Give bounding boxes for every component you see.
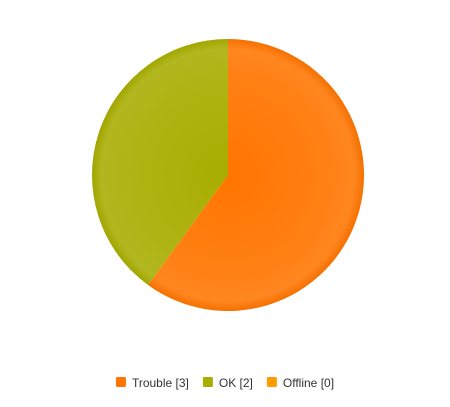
legend-swatch-offline: [266, 377, 277, 387]
legend-swatch-ok: [202, 377, 213, 387]
legend-label-offline: Offline [0]: [283, 376, 334, 390]
legend-item-ok[interactable]: OK [2]: [202, 376, 253, 390]
legend-item-trouble[interactable]: Trouble [3]: [115, 376, 189, 390]
legend-label-ok: OK [2]: [219, 376, 253, 390]
legend: Trouble [3] OK [2] Offline [0]: [115, 376, 334, 390]
pie-slices: [92, 38, 364, 311]
legend-label-trouble: Trouble [3]: [132, 376, 189, 390]
legend-swatch-trouble: [115, 377, 126, 387]
legend-item-offline[interactable]: Offline [0]: [266, 376, 334, 390]
pie-slice-trouble[interactable]: [148, 39, 364, 311]
pie-slice-ok[interactable]: [92, 38, 228, 286]
